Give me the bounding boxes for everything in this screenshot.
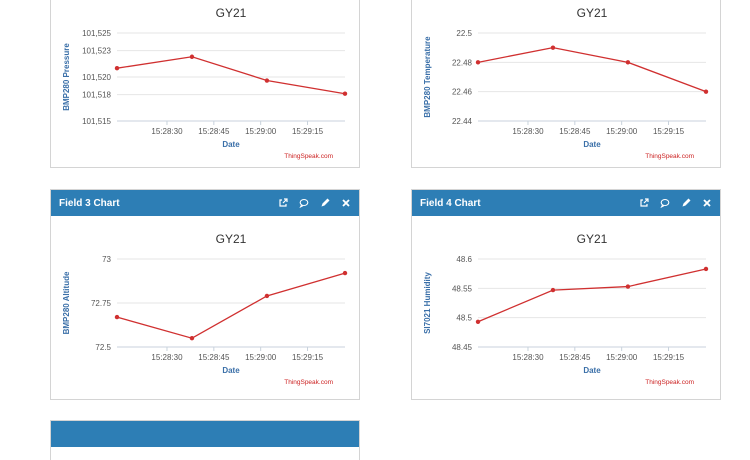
x-tick-label: 15:29:00: [606, 127, 638, 136]
x-tick-label: 15:29:15: [653, 353, 685, 362]
series-line: [116, 56, 346, 95]
series-line: [116, 272, 346, 339]
x-axis-label: Date: [583, 366, 601, 375]
x-tick-label: 15:29:00: [245, 127, 277, 136]
y-tick-label: 73: [102, 255, 111, 264]
data-point: [625, 284, 631, 289]
y-axis-label: BMP280 Altitude: [62, 271, 71, 334]
y-tick-label: 48.6: [456, 255, 472, 264]
y-axis-label: SI7021 Humidity: [423, 272, 432, 334]
y-tick-label: 48.45: [452, 343, 473, 352]
thingspeak-credit-link[interactable]: ThingSpeak.com: [284, 153, 333, 160]
close-icon[interactable]: [702, 198, 712, 208]
comment-icon[interactable]: [660, 198, 670, 208]
x-tick-label: 15:28:45: [198, 127, 230, 136]
thingspeak-credit-link[interactable]: ThingSpeak.com: [645, 379, 694, 386]
field-2-chart: GY21 22.44 22.46 22.48 22.5 15:28:30 15:28:45 1…: [423, 6, 709, 160]
pencil-icon[interactable]: [681, 198, 691, 208]
panel-header: Field 4 Chart: [412, 190, 720, 216]
data-point: [550, 45, 556, 50]
y-tick-label: 22.48: [452, 58, 473, 67]
data-point: [342, 91, 348, 96]
x-axis-label: Date: [222, 140, 240, 149]
x-tick-label: 15:29:15: [292, 127, 324, 136]
y-tick-label: 101,525: [82, 29, 111, 38]
x-tick-label: 15:28:30: [512, 353, 544, 362]
x-tick-label: 15:28:30: [151, 127, 183, 136]
data-point: [625, 60, 631, 65]
panel-header: Field 3 Chart: [51, 190, 359, 216]
thingspeak-credit-link[interactable]: ThingSpeak.com: [284, 379, 333, 386]
data-point: [342, 270, 348, 276]
chart-title: GY21: [577, 6, 608, 20]
x-axis-label: Date: [222, 366, 240, 375]
series-line: [477, 47, 707, 93]
panel-title: Field 4 Chart: [420, 197, 481, 209]
data-point: [475, 60, 481, 65]
data-point: [550, 287, 556, 293]
field-3-chart: GY21 72.5 72.75 73 15:28:30 15:28:45 15:29:00 1…: [62, 232, 348, 386]
x-tick-label: 15:28:45: [559, 127, 591, 136]
y-tick-label: 101,518: [82, 91, 111, 100]
x-tick-label: 15:28:45: [198, 353, 230, 362]
close-icon[interactable]: [341, 198, 351, 208]
x-tick-label: 15:28:45: [559, 353, 591, 362]
external-link-icon[interactable]: [639, 198, 649, 208]
field-2-chart-panel: GY21 22.44 22.46 22.48 22.5 15:28:30 15:28:45 1…: [411, 0, 721, 168]
data-point: [475, 319, 481, 324]
x-tick-label: 15:29:00: [245, 353, 277, 362]
x-tick-label: 15:29:15: [292, 353, 324, 362]
panel-title: Field 3 Chart: [59, 197, 120, 209]
y-tick-label: 48.55: [452, 284, 473, 293]
field-1-chart-panel: GY21 101,515 101,518 101,520 101,523 101,525 1…: [50, 0, 360, 168]
comment-icon[interactable]: [299, 198, 309, 208]
x-tick-label: 15:28:30: [512, 127, 544, 136]
data-point: [114, 314, 120, 320]
y-axis-label: BMP280 Pressure: [62, 43, 71, 111]
x-tick-label: 15:29:15: [653, 127, 685, 136]
field-4-chart: GY21 48.45 48.5 48.55 48.6 15:28:30 15:28:45 15…: [423, 232, 709, 386]
y-tick-label: 101,515: [82, 117, 111, 126]
pencil-icon[interactable]: [320, 198, 330, 208]
data-point: [189, 54, 195, 59]
y-tick-label: 22.44: [452, 117, 473, 126]
field-4-chart-panel: Field 4 Chart GY21 48.45 48.5 48.55 48.6 15:2…: [411, 189, 721, 400]
chart-title: GY21: [577, 232, 608, 246]
data-point: [189, 336, 195, 341]
field-5-chart-panel: [50, 420, 360, 460]
field-3-chart-panel: Field 3 Chart GY21 72.5 72.75 73 15:28:30 15:…: [50, 189, 360, 400]
thingspeak-credit-link[interactable]: ThingSpeak.com: [645, 153, 694, 160]
chart-title: GY21: [216, 232, 247, 246]
data-point: [264, 293, 270, 299]
y-axis-label: BMP280 Temperature: [423, 36, 432, 118]
y-tick-label: 22.46: [452, 88, 473, 97]
x-axis-label: Date: [583, 140, 601, 149]
data-point: [114, 66, 120, 71]
series-line: [477, 268, 707, 323]
data-point: [703, 89, 709, 94]
data-point: [703, 266, 709, 272]
data-point: [264, 78, 270, 83]
external-link-icon[interactable]: [278, 198, 288, 208]
chart-title: GY21: [216, 6, 247, 20]
y-tick-label: 22.5: [456, 29, 472, 38]
y-tick-label: 48.5: [456, 314, 472, 323]
x-tick-label: 15:29:00: [606, 353, 638, 362]
field-1-chart: GY21 101,515 101,518 101,520 101,523 101,525 1…: [62, 6, 348, 160]
panel-header: [51, 421, 359, 447]
y-tick-label: 101,520: [82, 73, 111, 82]
x-tick-label: 15:28:30: [151, 353, 183, 362]
y-tick-label: 101,523: [82, 47, 111, 56]
y-tick-label: 72.5: [95, 343, 111, 352]
y-tick-label: 72.75: [91, 299, 112, 308]
